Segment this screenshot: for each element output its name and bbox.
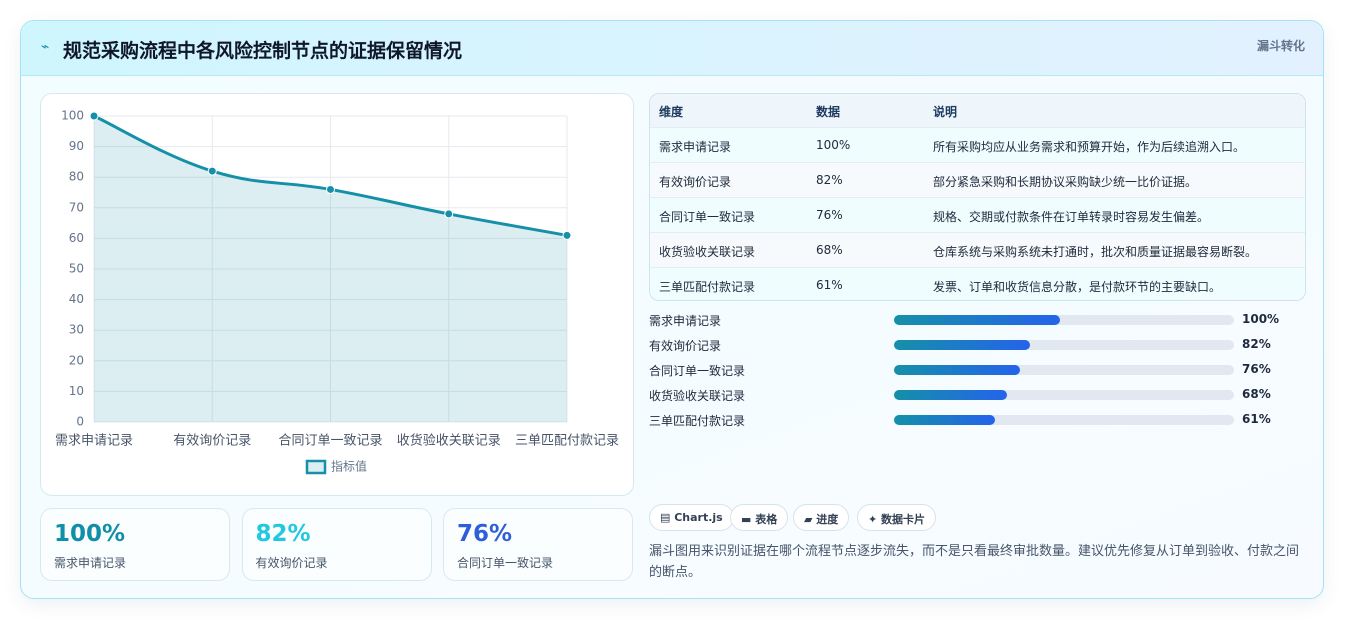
progress-track	[894, 390, 1234, 400]
y-tick-label: 30	[69, 323, 84, 337]
point	[326, 184, 335, 194]
table-cell: 三单匹配付款记录	[659, 280, 756, 294]
y-tick-label: 70	[69, 200, 84, 214]
table-cell: 82%	[816, 173, 843, 187]
kpi-value: 100%	[54, 521, 126, 547]
progress-label: 收货验收关联记录	[649, 389, 746, 403]
y-tick-label: 90	[69, 139, 84, 153]
y-tick-label: 80	[69, 170, 84, 184]
progress-bar	[894, 365, 1021, 375]
column-header: 维度	[659, 105, 684, 119]
header: ⌁ 规范采购流程中各风险控制节点的证据保留情况 漏斗转化	[21, 21, 1323, 76]
header-title: 规范采购流程中各风险控制节点的证据保留情况	[63, 40, 463, 62]
y-tick-label: 20	[69, 353, 84, 367]
point	[444, 209, 454, 219]
progress-track	[894, 315, 1234, 325]
progress-value: 61%	[1242, 412, 1271, 426]
x-tick-label: 有效询价记录	[173, 434, 251, 449]
note: 漏斗图用来识别证据在哪个流程节点逐步流失，而不是只看最终审批数量。建议优先修复从…	[649, 544, 1300, 580]
y-tick-label: 40	[69, 292, 84, 306]
point	[89, 111, 99, 121]
header-badge: 漏斗转化	[1256, 39, 1305, 53]
table-cell: 76%	[816, 208, 843, 222]
kpi-label: 有效询价记录	[255, 556, 328, 570]
column-header: 数据	[816, 105, 841, 119]
progress-bar	[894, 315, 1060, 325]
y-tick-label: 0	[76, 415, 84, 429]
progress-track	[894, 415, 1234, 425]
table-header: 维度 数据 说明	[650, 94, 1305, 127]
table-cell: 61%	[816, 278, 843, 292]
progress-label: 合同订单一致记录	[649, 364, 746, 378]
progress-track	[894, 365, 1234, 375]
kpi-card: 82% 有效询价记录	[241, 508, 432, 581]
table-cell: 68%	[816, 243, 843, 257]
kpi-card: 100% 需求申请记录	[40, 508, 230, 581]
progress-bar	[894, 390, 1007, 400]
table-cell: 需求申请记录	[659, 140, 732, 154]
column-header: 说明	[933, 105, 958, 119]
x-tick-label: 合同订单一致记录	[278, 434, 382, 449]
chart: 0 10 20 30 40 50 60 70 80 90 100 需求申请记录 有效询价记录 合同订单一致…	[55, 109, 619, 475]
progress-bar	[894, 415, 996, 425]
header-icon: ⌁	[41, 39, 50, 55]
y-tick-label: 10	[69, 384, 84, 398]
y-tick-label: 100	[61, 109, 84, 123]
chart-panel: 0 10 20 30 40 50 60 70 80 90 100 需求申请记录 有效询价记录 合同订单一致…	[40, 93, 634, 496]
tag: ▰ 进度	[793, 504, 850, 531]
tag: ✦ 数据卡片	[857, 504, 937, 531]
progress-label: 需求申请记录	[649, 314, 722, 328]
table-cell: 合同订单一致记录	[659, 210, 756, 224]
legend-label: 指标值	[331, 459, 367, 474]
progress-value: 68%	[1242, 387, 1271, 401]
table-cell: 仓库系统与采购系统未打通时，批次和质量证据最容易断裂。	[933, 245, 1258, 259]
point	[207, 166, 217, 176]
progress-value: 82%	[1242, 337, 1271, 351]
x-tick-label: 需求申请记录	[55, 434, 133, 449]
tag: ▬ 表格	[730, 504, 789, 531]
legend-swatch	[305, 459, 327, 475]
kpi-label: 合同订单一致记录	[457, 556, 554, 570]
progress-track	[894, 340, 1234, 350]
table-cell: 部分紧急采购和长期协议采购缺少统一比价证据。	[933, 175, 1198, 189]
progress-label: 有效询价记录	[649, 339, 722, 353]
table-row: 三单匹配付款记录 61% 发票、订单和收货信息分散，是付款环节的主要缺口。	[650, 267, 1305, 300]
x-tick-label: 收货验收关联记录	[397, 433, 501, 449]
x-tick-label: 三单匹配付款记录	[515, 434, 619, 449]
table-row: 需求申请记录 100% 所有采购均应从业务需求和预算开始，作为后续追溯入口。	[650, 127, 1305, 162]
table-cell: 所有采购均应从业务需求和预算开始，作为后续追溯入口。	[933, 140, 1246, 154]
progress-value: 76%	[1242, 362, 1271, 376]
progress-label: 三单匹配付款记录	[649, 414, 746, 428]
kpi-value: 76%	[457, 521, 513, 547]
progress-bar	[894, 340, 1030, 350]
y-tick-label: 60	[69, 231, 84, 245]
area	[94, 116, 567, 422]
kpi-label: 需求申请记录	[54, 556, 127, 570]
table: 维度 数据 说明需求申请记录 100% 所有采购均应从业务需求和预算开始，作为后续追溯入…	[649, 93, 1306, 301]
point	[562, 230, 572, 240]
table-cell: 100%	[816, 138, 851, 152]
table-row: 有效询价记录 82% 部分紧急采购和长期协议采购缺少统一比价证据。	[650, 162, 1305, 197]
table-row: 收货验收关联记录 68% 仓库系统与采购系统未打通时，批次和质量证据最容易断裂。	[650, 232, 1305, 267]
y-tick-label: 50	[69, 262, 84, 276]
table-row: 合同订单一致记录 76% 规格、交期或付款条件在订单转录时容易发生偏差。	[650, 197, 1305, 232]
progress-value: 100%	[1242, 312, 1280, 326]
table-cell: 规格、交期或付款条件在订单转录时容易发生偏差。	[933, 210, 1210, 224]
tag: ▤ Chart.js	[649, 504, 734, 531]
kpi-card: 76% 合同订单一致记录	[443, 508, 633, 581]
table-cell: 有效询价记录	[659, 175, 732, 189]
table-cell: 收货验收关联记录	[659, 245, 756, 259]
kpi-value: 82%	[255, 521, 311, 547]
table-cell: 发票、订单和收货信息分散，是付款环节的主要缺口。	[933, 280, 1222, 294]
